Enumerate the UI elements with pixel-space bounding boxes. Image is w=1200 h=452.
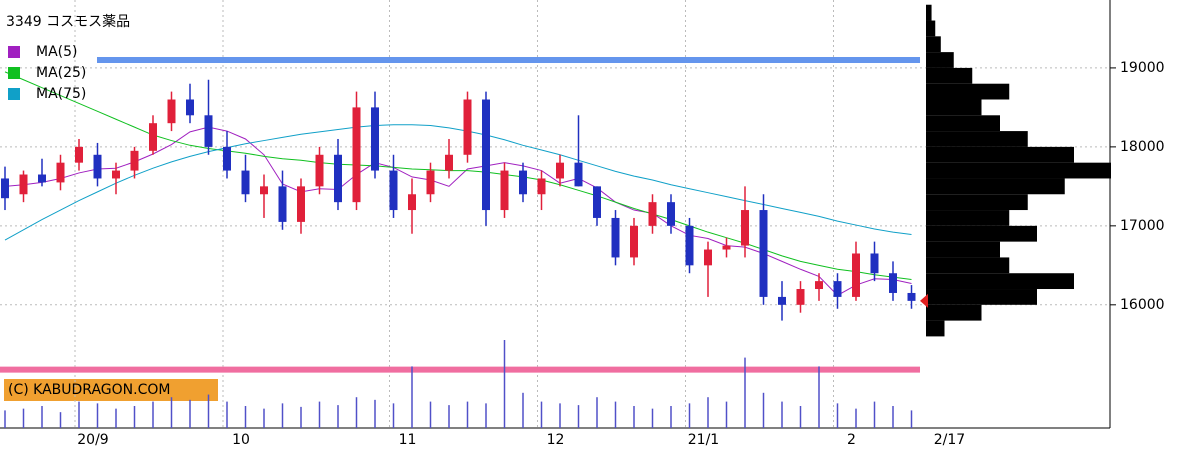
candle-body	[112, 170, 120, 179]
candle-body	[19, 174, 28, 195]
candle-body	[408, 194, 416, 211]
x-tick-label: 10	[232, 432, 250, 448]
candle-body	[778, 296, 786, 305]
volume-profile-bar	[926, 273, 1074, 290]
candle-body	[130, 150, 139, 171]
candle-body	[611, 217, 620, 258]
candle-body	[907, 292, 916, 301]
volume-profile-bar	[926, 210, 1010, 226]
legend-swatch	[8, 88, 20, 100]
candle-body	[260, 186, 268, 195]
candle-body	[149, 123, 157, 151]
x-tick-label: 12	[547, 432, 565, 448]
legend-swatch	[8, 46, 20, 58]
watermark: (C) KABUDRAGON.COM	[8, 382, 170, 398]
x-tick-label: 21/1	[688, 432, 719, 448]
volume-profile-bar	[926, 194, 1028, 211]
volume-profile-bar	[926, 257, 1010, 274]
candle-body	[297, 186, 305, 222]
volume-profile-bar	[926, 289, 1037, 305]
candle-body	[537, 178, 546, 195]
candle-body	[574, 162, 583, 187]
chart-title: 3349 コスモス薬品	[6, 14, 130, 30]
ma-line	[4, 71, 912, 281]
volume-profile-bar	[926, 146, 1074, 163]
volume-profile-bar	[926, 162, 1111, 179]
y-tick-label: 16000	[1120, 297, 1165, 313]
candle-body	[630, 225, 638, 258]
candle-body	[667, 202, 675, 226]
candle-body	[204, 115, 213, 147]
volume-profile-bar	[926, 20, 936, 37]
volume-profile-bar	[926, 320, 945, 337]
volume-profile-bar	[926, 67, 973, 84]
volume-profile-bar	[926, 178, 1065, 195]
x-tick-label: 11	[399, 432, 417, 448]
candle-body	[482, 99, 490, 211]
candle-body	[833, 281, 842, 297]
candle-body	[223, 146, 231, 171]
candle-body	[648, 202, 657, 226]
candle-body	[741, 210, 749, 246]
volume-profile-bar	[926, 304, 982, 321]
candle-body	[796, 289, 805, 305]
candle-body	[759, 210, 768, 297]
candle-body	[56, 162, 65, 183]
x-tick-label: 2	[847, 432, 856, 448]
candle-body	[167, 99, 176, 124]
legend-label: MA(5)	[36, 44, 78, 60]
volume-profile-bar	[926, 131, 1028, 147]
y-tick-label: 18000	[1120, 139, 1165, 155]
legend-label: MA(75)	[36, 86, 86, 102]
price-marker	[920, 293, 928, 308]
candle-body	[1, 178, 9, 199]
candle-body	[371, 107, 379, 171]
volume-profile-bar	[926, 36, 941, 53]
ma-line	[4, 124, 912, 241]
candle-body	[445, 154, 453, 171]
candle-body	[426, 170, 435, 195]
candle-body	[852, 253, 860, 297]
y-tick-label: 17000	[1120, 218, 1165, 234]
legend-swatch	[8, 67, 20, 79]
candle-body	[500, 170, 509, 211]
candle-body	[38, 174, 46, 183]
x-tick-label: 20/9	[77, 432, 108, 448]
legend-label: MA(25)	[36, 65, 86, 81]
candle-body	[93, 154, 102, 179]
candle-body	[815, 281, 823, 290]
volume-profile-bar	[926, 52, 954, 68]
volume-profile-bar	[926, 241, 1000, 258]
candle-body	[685, 225, 694, 266]
volume-profile-bar	[926, 99, 982, 116]
watermark-box	[4, 379, 218, 401]
candle-body	[556, 162, 564, 179]
candle-body	[463, 99, 472, 155]
candle-body	[870, 253, 879, 274]
candle-body	[889, 273, 897, 293]
candle-body	[334, 154, 342, 203]
candle-body	[315, 154, 324, 187]
volume-profile-bar	[926, 83, 1010, 100]
candle-body	[241, 170, 250, 195]
volume-profile-bar	[926, 225, 1037, 242]
volume-profile-bar	[926, 4, 932, 21]
ma-line	[4, 126, 912, 296]
candle-body	[352, 107, 361, 203]
y-tick-label: 19000	[1120, 60, 1165, 76]
candle-body	[278, 186, 287, 222]
volume-profile-bar	[926, 115, 1000, 132]
candle-body	[75, 146, 83, 163]
candle-body	[593, 186, 601, 218]
candle-body	[722, 245, 731, 250]
candle-body	[186, 99, 194, 116]
x-tick-label: 2/17	[934, 432, 965, 448]
candle-body	[519, 170, 527, 195]
candle-body	[704, 249, 712, 266]
candle-body	[389, 170, 398, 211]
